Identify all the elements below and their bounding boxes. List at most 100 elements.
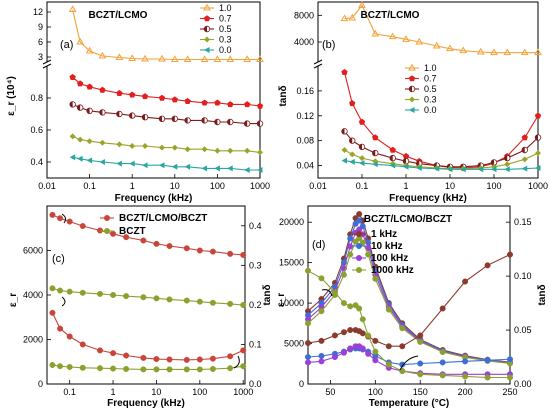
- panel-a-series-0.5-point-3-fill: [99, 109, 103, 116]
- panel-b-series-1.0-point-6: [415, 37, 424, 45]
- panel-d-xtick-label: 200: [458, 387, 473, 397]
- panel-a-series-0.3-point-0: [69, 133, 76, 140]
- panel-b-ytick-label: 0.08: [296, 136, 314, 146]
- panel-d-series-7-point-3: [340, 300, 347, 307]
- panel-c-series-1-point-14: [240, 302, 247, 309]
- panel-c-series-1-point-8: [153, 295, 160, 302]
- panel-a-series-1.0-point-1: [76, 37, 85, 45]
- panel-a-legend-marker: [204, 36, 210, 43]
- panel-a-axis-break: [42, 59, 52, 69]
- panel-b-series-0.0-point-2: [359, 160, 365, 167]
- panel-d-y2tick-label: 0.10: [514, 271, 532, 281]
- panel-b-series-0.7-point-0: [341, 68, 348, 75]
- panel-b-title: BCZT/LCMO: [361, 10, 420, 21]
- panel-c-series-1-point-3: [79, 289, 86, 296]
- panel-a-xtick-label: 1000: [250, 181, 270, 191]
- panel-b-series-0.0-point-0: [341, 157, 347, 164]
- panel-a-legend-marker: [203, 15, 211, 22]
- panel-b-series-0.7-point-14: [534, 112, 542, 119]
- panel-a-series-1.0-point-3: [98, 51, 107, 59]
- panel-b-legend-marker: [408, 63, 416, 71]
- panel-d-series-4-point-7: [359, 330, 366, 337]
- panel-a-series-0.5-point-9-fill: [184, 117, 188, 124]
- panel-c-xtick-label: 10: [151, 387, 161, 397]
- panel-b-series-0.5-point-14-fill: [535, 134, 538, 141]
- panel-d-series-7-point-7: [359, 316, 366, 323]
- panel-c-series-2-point-9: [166, 356, 173, 363]
- panel-a-series-1.0-line: [72, 9, 260, 61]
- panel-d-series-6-point-7: [359, 345, 366, 352]
- panel-a-series-1.0-point-0: [68, 5, 77, 12]
- panel-d-frame: [307, 205, 511, 385]
- panel-d-series-3-point-0: [305, 320, 312, 327]
- panel-d-series-6-point-2: [331, 354, 338, 361]
- panel-b-series-0.3-point-14: [535, 150, 541, 157]
- panel-b-series-0.5-point-12-fill: [504, 155, 508, 161]
- panel-c-series-1-point-12: [209, 299, 216, 306]
- panel-a-series-0.7-point-4: [116, 89, 123, 96]
- panel-c-series-3-point-14: [240, 363, 247, 370]
- panel-b-series-0.0-point-4: [389, 162, 396, 169]
- panel-c-series-0-point-1: [57, 215, 64, 222]
- panel-a-legend-label: 0.7: [219, 14, 232, 24]
- panel-b-legend-marker: [409, 96, 415, 103]
- panel-a-series-0.7-point-6: [141, 93, 149, 100]
- panel-b-series-0.5-point-2-fill: [359, 144, 362, 150]
- panel-d-ytick-label: 0: [299, 379, 304, 389]
- panel-a-ytick-label: 12: [33, 7, 43, 17]
- panel-a-series-0.0-point-11: [214, 165, 220, 172]
- panel-c-xtick-label: 1000: [233, 387, 253, 397]
- panel-d-series-6-point-9: [372, 357, 379, 364]
- panel-a-series-0.5-point-4-fill: [116, 111, 120, 117]
- panel-a-xtick-label: 100: [210, 181, 225, 191]
- panel-d-legend-marker: [356, 254, 363, 261]
- panel-a-legend-label: 0.3: [219, 35, 232, 45]
- panel-d-series-5-point-14: [462, 358, 469, 365]
- panel-c-series-1-point-9: [166, 296, 173, 303]
- panel-b-series-0.5-point-5-fill: [403, 158, 406, 164]
- panel-d-legend-marker: [356, 230, 363, 237]
- panel-a-ytick-label: 0.4: [30, 157, 43, 167]
- panel-d-series-4-point-4: [347, 327, 354, 334]
- panel-c-ytick-label: 6000: [23, 246, 43, 256]
- panel-c-tag: (c): [52, 253, 65, 265]
- panel-a-series-1.0-point-7: [158, 54, 166, 62]
- panel-c-series-0-point-12: [209, 248, 216, 255]
- panel-b-series-1.0-point-11: [490, 48, 498, 56]
- panel-b-legend-label: 1.0: [424, 63, 437, 73]
- panel-a-series-0.7-point-14: [256, 102, 264, 109]
- panel-d-legend-label: 100 kHz: [371, 253, 408, 264]
- panel-b-ytick-label: 8000: [294, 10, 314, 20]
- panel-b-series-0.3-point-0: [341, 147, 348, 153]
- panel-d-axis-arrows: [321, 289, 419, 371]
- panel-d-series-3-point-12: [417, 338, 424, 345]
- panel-d-series-5-point-16: [507, 356, 514, 363]
- panel-c-series-3-point-11: [196, 366, 203, 373]
- panel-d-series-5-point-0: [305, 354, 312, 361]
- panel-d-series-5-line: [307, 347, 511, 366]
- panel-b-series-0.5-point-4-fill: [389, 155, 393, 161]
- panel-c-y2tick-label: 0.0: [249, 379, 262, 389]
- panel-a-series-1.0-point-2: [85, 46, 94, 54]
- panel-b-series-0.5-point-11-fill: [491, 159, 494, 166]
- panel-d-series-4-point-11: [399, 343, 406, 350]
- panel-d-ytick-label: 5000: [284, 339, 304, 349]
- panel-d-series-3-point-4: [347, 251, 354, 258]
- panel-a-series-1.0-point-8: [170, 55, 179, 62]
- panel-d-title: BCZT/LCMO/BCZT: [364, 214, 452, 225]
- panel-c-series-2-point-7: [140, 354, 147, 361]
- panel-a-series-0.7-point-8: [171, 96, 178, 103]
- panel-b-series-0.0-point-9: [460, 166, 466, 173]
- panel-d-series-5-point-11: [399, 361, 406, 368]
- panel-d-series-7-point-0: [305, 267, 312, 274]
- panel-d-series-6-point-8: [365, 350, 372, 357]
- panel-d-series-5-point-15: [484, 357, 491, 364]
- panel-c-y2tick-label: 0.1: [249, 339, 262, 349]
- panel-a-series-0.3-point-2: [86, 138, 93, 145]
- panel-c-series-1-point-13: [227, 300, 234, 307]
- panel-c-series-3-point-0: [49, 362, 56, 369]
- panel-c-series-3-point-5: [110, 365, 117, 372]
- panel-c-series-0-point-3: [79, 223, 86, 230]
- panel-a-tag: (a): [60, 39, 73, 51]
